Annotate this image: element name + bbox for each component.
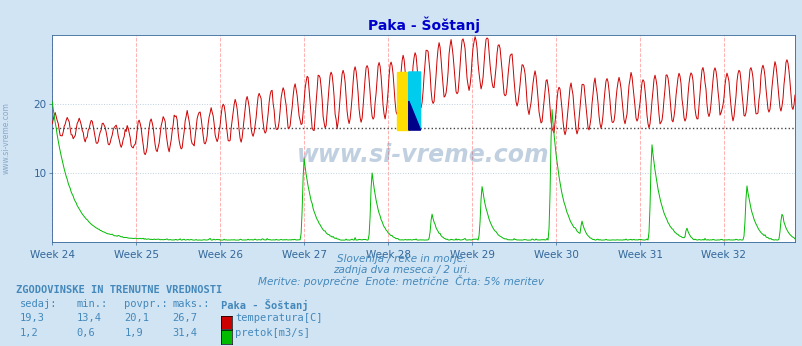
Text: maks.:: maks.: (172, 299, 210, 309)
Polygon shape (396, 72, 408, 130)
Text: 20,1: 20,1 (124, 313, 149, 323)
Text: zadnja dva meseca / 2 uri.: zadnja dva meseca / 2 uri. (333, 265, 469, 275)
Text: povpr.:: povpr.: (124, 299, 168, 309)
Text: 19,3: 19,3 (20, 313, 45, 323)
Title: Paka - Šoštanj: Paka - Šoštanj (367, 17, 479, 34)
Polygon shape (408, 101, 420, 130)
Text: 26,7: 26,7 (172, 313, 197, 323)
Text: 0,6: 0,6 (76, 328, 95, 338)
Text: www.si-vreme.com: www.si-vreme.com (2, 102, 11, 174)
Text: 1,2: 1,2 (20, 328, 38, 338)
Text: ZGODOVINSKE IN TRENUTNE VREDNOSTI: ZGODOVINSKE IN TRENUTNE VREDNOSTI (16, 285, 222, 295)
Text: www.si-vreme.com: www.si-vreme.com (297, 143, 549, 167)
Text: Paka - Šoštanj: Paka - Šoštanj (221, 299, 308, 311)
Text: 13,4: 13,4 (76, 313, 101, 323)
Text: min.:: min.: (76, 299, 107, 309)
Polygon shape (408, 72, 420, 130)
Text: Meritve: povprečne  Enote: metrične  Črta: 5% meritev: Meritve: povprečne Enote: metrične Črta:… (258, 275, 544, 287)
Text: temperatura[C]: temperatura[C] (235, 313, 322, 323)
Text: 1,9: 1,9 (124, 328, 143, 338)
Text: sedaj:: sedaj: (20, 299, 58, 309)
Text: pretok[m3/s]: pretok[m3/s] (235, 328, 310, 338)
Text: 31,4: 31,4 (172, 328, 197, 338)
Text: Slovenija / reke in morje.: Slovenija / reke in morje. (336, 254, 466, 264)
